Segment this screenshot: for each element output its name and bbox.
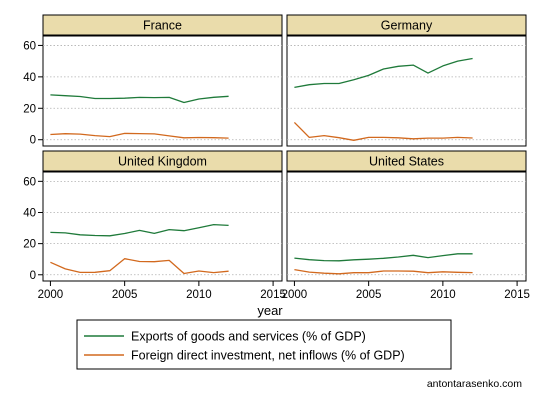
panel-united-kingdom: United Kingdom 0 20 40 60 [23, 150, 283, 282]
series-line-united-states-1 [294, 253, 473, 262]
panel-header-germany [286, 14, 527, 36]
series-line-united-states-2 [294, 268, 473, 275]
plot-area-germany [286, 35, 527, 147]
panel-title-germany: Germany [381, 19, 433, 33]
plot-area-united-kingdom [42, 171, 283, 282]
plot-area-france [42, 35, 283, 147]
legend: Exports of goods and services (% of GDP)… [76, 319, 452, 370]
y-tick-label-france-40: 40 [23, 72, 36, 84]
y-tick-label-united-kingdom-20: 20 [23, 239, 36, 251]
y-tick-label-france-0: 0 [30, 135, 36, 147]
x-tick-label-2-2005: 2005 [356, 289, 382, 301]
y-tick-label-united-kingdom-40: 40 [23, 207, 36, 219]
panel-title-united-states: United States [369, 155, 444, 169]
panel-header-united-kingdom [42, 150, 283, 172]
x-tick-label-1-2015: 2015 [260, 289, 286, 301]
x-tick-label-1-2000: 2000 [38, 289, 64, 301]
panel-united-states: United States [286, 150, 527, 282]
series-line-germany-2 [293, 121, 473, 141]
y-tick-label-united-kingdom-60: 60 [23, 176, 36, 188]
x-axis-title: year [257, 303, 283, 318]
panel-title-france: France [143, 19, 182, 33]
series-line-france-1 [50, 94, 229, 104]
panel-title-united-kingdom: United Kingdom [118, 155, 207, 169]
chart-panels: France 0 20 40 60 Germany United Kingdom 0 20 40 6… [23, 14, 527, 282]
legend-box [76, 319, 452, 370]
series-line-united-kingdom-1 [50, 223, 229, 237]
y-tick-label-france-20: 20 [23, 103, 36, 115]
legend-label-2: Foreign direct investment, net inflows (… [131, 349, 405, 363]
x-tick-label-1-2010: 2010 [186, 289, 212, 301]
panel-france: France 0 20 40 60 [23, 14, 283, 147]
series-line-france-2 [50, 132, 229, 139]
x-tick-label-2-2000: 2000 [282, 289, 308, 301]
panel-germany: Germany [286, 14, 527, 147]
plot-area-united-states [286, 171, 527, 282]
x-tick-label-1-2005: 2005 [112, 289, 138, 301]
y-tick-label-france-60: 60 [23, 40, 36, 52]
panel-header-united-states [286, 150, 527, 172]
panel-header-france [42, 14, 283, 36]
y-tick-label-united-kingdom-0: 0 [30, 270, 36, 282]
x-tick-label-2-2010: 2010 [430, 289, 456, 301]
watermark-text: antontarasenko.com [427, 378, 522, 390]
x-tick-label-2-2015: 2015 [504, 289, 530, 301]
series-line-united-kingdom-2 [50, 258, 229, 275]
legend-label-1: Exports of goods and services (% of GDP) [131, 330, 366, 344]
series-line-germany-1 [294, 57, 473, 89]
